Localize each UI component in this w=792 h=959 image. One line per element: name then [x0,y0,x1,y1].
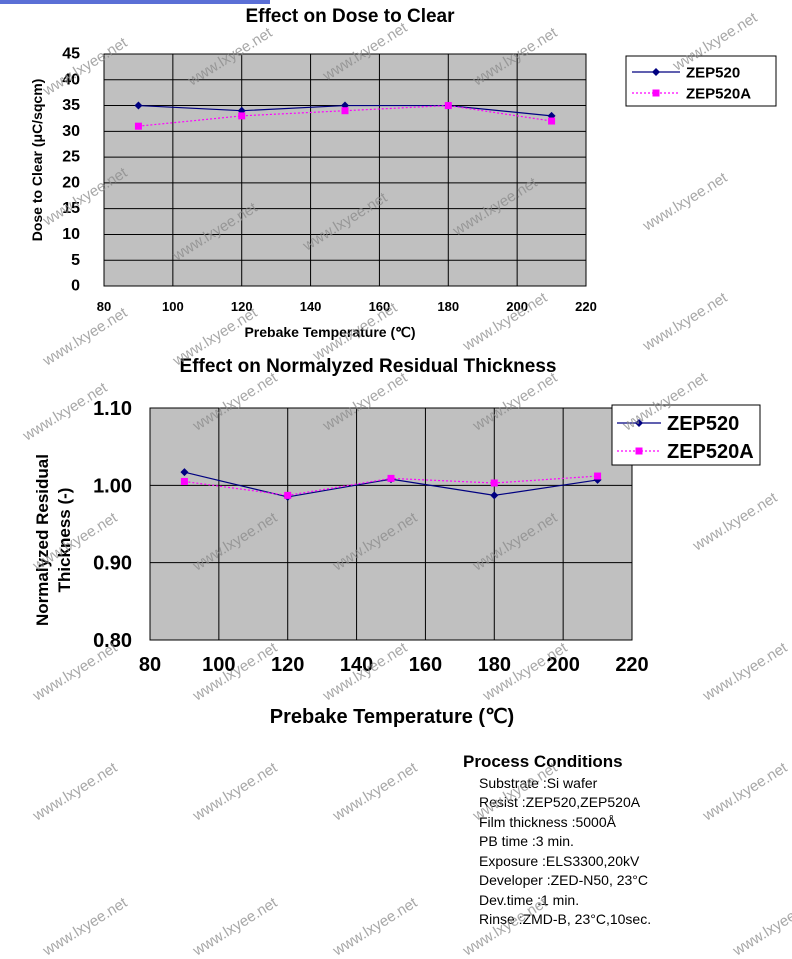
plot-area [149,407,633,641]
y-tick-label: 40 [62,71,80,88]
y-tick-label: 20 [62,174,80,191]
header-accent-bar [0,0,270,4]
y-tick-label: 1.00 [93,475,132,497]
data-point-zep520a [341,107,349,115]
x-tick-label: 160 [369,299,391,314]
x-axis-label: Prebake Temperature (℃) [270,706,514,728]
process-condition-line: Resist :ZEP520,ZEP520A [479,794,641,810]
legend-label: ZEP520A [667,441,754,463]
x-axis-label: Prebake Temperature (℃) [244,324,415,340]
process-conditions: Process Conditions Substrate :Si wafer Re… [463,752,763,930]
data-point-zep520a [180,477,188,485]
y-axis-label-line-1: Normalyzed Residual [33,454,52,626]
x-tick-label: 100 [202,654,235,676]
y-tick-label: 10 [62,226,80,243]
data-point-zep520a [594,472,602,480]
watermark-text: www.lxyee.net [190,894,281,959]
process-condition-line: Developer :ZED-N50, 23°C [479,872,648,888]
data-point-zep520a [284,491,292,499]
y-tick-label: 0.80 [93,630,132,652]
legend-label: ZEP520A [686,85,751,102]
x-tick-label: 120 [231,299,253,314]
x-tick-label: 140 [300,299,322,314]
x-tick-label: 220 [575,299,597,314]
x-tick-label: 140 [340,654,373,676]
process-condition-line: Rinse :ZMD-B, 23°C,10sec. [479,911,652,927]
data-point-zep520a [490,479,498,487]
x-tick-label: 180 [478,654,511,676]
data-point-zep520 [180,468,189,477]
x-tick-label: 200 [506,299,528,314]
chart-title: Effect on Normalyzed Residual Thickness [180,356,557,377]
watermark-text: www.lxyee.net [30,759,121,825]
x-tick-label: 160 [409,654,442,676]
data-point-zep520a [134,122,142,130]
data-point-zep520a [387,474,395,482]
process-condition-line: PB time :3 min. [479,833,574,849]
x-tick-label: 80 [97,299,111,314]
data-point-zep520 [593,475,602,484]
data-point-zep520a [238,112,246,120]
legend-box [625,55,777,107]
watermark-text: www.lxyee.net [330,759,421,825]
y-tick-label: 1.10 [93,398,132,420]
x-tick-label: 80 [139,654,161,676]
y-tick-label: 15 [62,200,80,217]
y-tick-label: 5 [71,252,80,269]
process-condition-line: Film thickness :5000Å [479,813,616,830]
x-tick-label: 100 [162,299,184,314]
legend-marker-zep520a [652,89,660,97]
residual-thickness-chart: Effect on Normalyzed Residual Thickness … [33,356,761,728]
watermark-text: www.lxyee.net [190,759,281,825]
legend-label: ZEP520 [667,413,739,435]
process-title: Process Conditions [463,752,623,771]
legend-box [611,404,761,466]
x-tick-label: 200 [546,654,579,676]
y-tick-label: 0 [71,278,80,295]
legend-marker-zep520 [652,68,660,76]
process-condition-line: Substrate :Si wafer [479,774,598,791]
chart-title: Effect on Dose to Clear [245,6,455,27]
y-tick-label: 35 [62,97,80,114]
legend-marker-zep520a [635,447,643,455]
plot-area [103,53,587,287]
data-point-zep520a [444,102,452,110]
y-tick-label: 25 [62,149,80,166]
y-axis-label-line-2: Thickness (-) [55,488,74,593]
watermark-text: www.lxyee.net [40,894,131,959]
process-condition-line: Exposure :ELS3300,20kV [479,852,640,869]
x-tick-label: 180 [437,299,459,314]
legend-label: ZEP520 [686,64,740,81]
series-line-zep520a [138,104,552,127]
x-tick-label: 120 [271,654,304,676]
x-tick-label: 220 [615,654,648,676]
data-point-zep520a [548,117,556,125]
data-point-zep520 [134,101,143,110]
y-tick-label: 30 [62,123,80,140]
dose-to-clear-chart: Effect on Dose to Clear 80 100 120 140 160 18… [29,6,777,340]
y-tick-label: 45 [62,46,80,63]
legend-marker-zep520 [635,419,643,427]
watermark-text: www.lxyee.net [330,894,421,959]
process-condition-line: Dev.time :1 min. [479,891,580,908]
data-point-zep520 [490,491,499,500]
y-tick-label: 0.90 [93,553,132,575]
y-axis-label: Dose to Clear (μC/sqcm) [29,79,45,242]
